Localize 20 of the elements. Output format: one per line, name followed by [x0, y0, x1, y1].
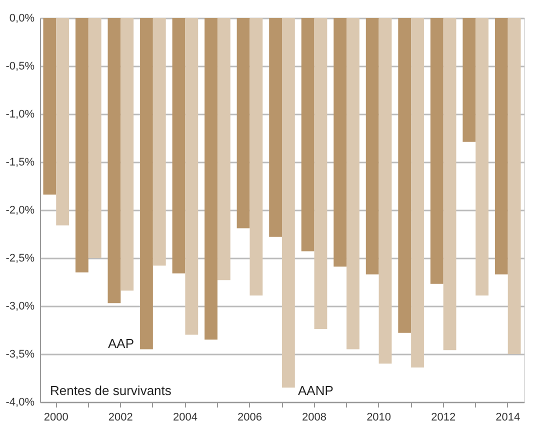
y-tick-label: -3,0% [6, 300, 35, 312]
x-tick-label: 2008 [302, 412, 327, 424]
y-tick-label: -0,5% [6, 60, 35, 72]
series-label: AAP [108, 336, 134, 351]
x-tick-label: 2010 [366, 412, 392, 424]
y-tick-label: -2,0% [6, 204, 35, 216]
annotation: Rentes de survivants [50, 383, 172, 398]
x-tick-label: 2006 [237, 412, 262, 424]
y-tick-label: -1,0% [6, 108, 35, 120]
x-tick-label: 2002 [108, 412, 133, 424]
series-label: AANP [298, 383, 334, 398]
x-tick-label: 2000 [44, 412, 68, 424]
x-tick-label: 2012 [431, 412, 456, 424]
y-tick-label: -1,5% [6, 156, 35, 168]
y-tick-label: -4,0% [6, 396, 35, 408]
x-tick-label: 2004 [172, 412, 198, 424]
y-tick-label: -2,5% [6, 252, 35, 264]
x-tick-label: 2014 [496, 412, 520, 424]
y-tick-label: -3,5% [6, 348, 35, 360]
y-tick-label: 0,0% [9, 12, 35, 24]
